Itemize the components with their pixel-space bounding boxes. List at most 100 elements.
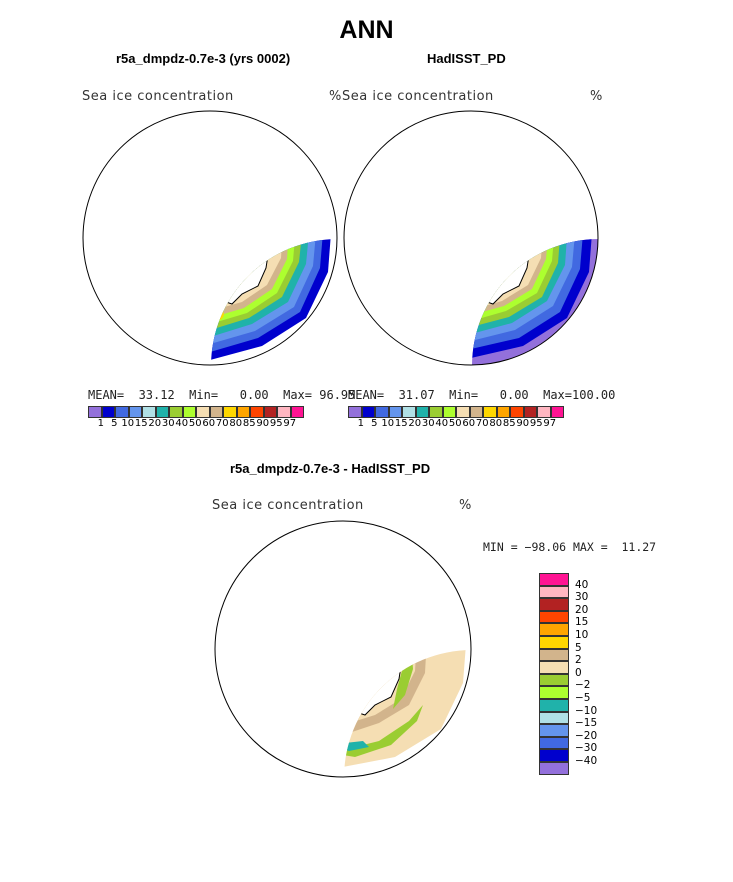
colorbar-tick-label: 30 (421, 418, 435, 429)
colorbar-swatch (223, 406, 237, 418)
variable-label-obs: Sea ice concentration (342, 89, 494, 104)
colorbar-model: 1 5 10 15 20 30 40 50 60 70 80 85 90 95 97 (88, 406, 304, 429)
colorbar-tick-label: 97 (283, 418, 297, 429)
colorbar-tick-label: 20 (148, 418, 162, 429)
colorbar-tick-label: 85 (242, 418, 256, 429)
colorbar-tick-label: 70 (215, 418, 229, 429)
colorbar-swatch (539, 698, 569, 712)
colorbar-tick-label: 5 (111, 418, 118, 429)
colorbar-swatch (456, 406, 470, 418)
units-label-diff: % (459, 498, 472, 513)
colorbar-swatch (539, 623, 569, 636)
colorbar-swatch (539, 661, 569, 674)
colorbar-tick-label: 20 (408, 418, 422, 429)
stat-min: 0.00 (239, 388, 269, 402)
colorbar-tick-label: −30 (575, 742, 598, 755)
colorbar-swatch (142, 406, 156, 418)
colorbar-tick-label: 10 (575, 629, 589, 641)
colorbar-tick-label: 50 (188, 418, 202, 429)
colorbar-tick-label: −5 (575, 692, 591, 704)
diff-band-teal-south (344, 741, 369, 751)
colorbar-swatch (88, 406, 102, 418)
stat-max-label: Max= (543, 388, 573, 402)
colorbar-tick-label: 30 (575, 591, 589, 604)
colorbar-swatch (375, 406, 389, 418)
colorbar-tick-label: 2 (575, 654, 582, 667)
colorbar-swatch (361, 406, 375, 418)
colorbar-tick-label: 97 (543, 418, 557, 429)
colorbar-tick-label: 95 (529, 418, 543, 429)
colorbar-tick-label: −40 (575, 755, 598, 767)
stat-min-label: Min= (189, 388, 219, 402)
map-diff (214, 520, 472, 778)
colorbar-swatch (539, 610, 569, 624)
colorbar-swatch (539, 585, 569, 599)
colorbar-swatch (415, 406, 429, 418)
map-model (82, 110, 338, 366)
colorbar-swatch (250, 406, 264, 418)
stat-min-label: Min= (449, 388, 479, 402)
colorbar-swatch (523, 406, 537, 418)
colorbar-tick-label: 95 (269, 418, 283, 429)
colorbar-swatch (196, 406, 210, 418)
colorbar-diff-labels: 40 30 20 15 10 5 2 0 −2 −5 −10 −15 −20 −30 −40 (575, 573, 615, 775)
colorbar-tick-label: 40 (175, 418, 189, 429)
colorbar-tick-label: 80 (489, 418, 503, 429)
colorbar-swatch (128, 406, 142, 418)
colorbar-swatch (442, 406, 456, 418)
diff-band-wheat-outer (344, 650, 467, 767)
colorbar-tick-label: 90 (256, 418, 270, 429)
units-label-model: % (329, 89, 342, 104)
colorbar-tick-label: 50 (448, 418, 462, 429)
colorbar-swatch (539, 573, 569, 586)
stat-mean: 31.07 (398, 388, 435, 402)
colorbar-swatch (539, 673, 569, 687)
colorbar-tick-label: 60 (202, 418, 216, 429)
colorbar-swatch (483, 406, 497, 418)
colorbar-swatch (236, 406, 250, 418)
colorbar-swatch (539, 761, 569, 775)
stat-mean: 33.12 (138, 388, 175, 402)
panel-title-obs: HadISST_PD (427, 51, 506, 66)
colorbar-swatch (101, 406, 115, 418)
colorbar-swatch (209, 406, 223, 418)
colorbar-swatch (539, 598, 569, 611)
colorbar-swatch (550, 406, 564, 418)
colorbar-tick-label: 40 (435, 418, 449, 429)
colorbar-tick-label: 90 (516, 418, 530, 429)
colorbar-tick-label: 1 (357, 418, 364, 429)
colorbar-obs: 1 5 10 15 20 30 40 50 60 70 80 85 90 95 97 (348, 406, 564, 429)
colorbar-tick-label: 60 (462, 418, 476, 429)
colorbar-swatch (402, 406, 416, 418)
colorbar-tick-label: 80 (229, 418, 243, 429)
figure-title: ANN (339, 16, 394, 44)
diff-band-olive-south (344, 705, 423, 757)
stat-max-label: Max= (283, 388, 313, 402)
minmax-diff: MIN = −98.06 MAX = 11.27 (483, 540, 657, 554)
colorbar-swatch (539, 648, 569, 662)
colorbar-tick-label: −20 (575, 729, 598, 742)
colorbar-tick-label: −15 (575, 717, 598, 730)
colorbar-tick-label: 5 (371, 418, 378, 429)
colorbar-tick-label: 5 (575, 641, 582, 654)
colorbar-swatch (539, 749, 569, 762)
colorbar-tick-label: 20 (575, 603, 589, 616)
colorbar-tick-label: 70 (475, 418, 489, 429)
colorbar-swatch (277, 406, 291, 418)
colorbar-swatch (539, 724, 569, 737)
colorbar-tick-label: 15 (575, 616, 589, 629)
stat-min: 0.00 (499, 388, 529, 402)
colorbar-tick-label: 1 (97, 418, 104, 429)
stats-obs: MEAN= 31.07 Min= 0.00 Max=100.00 (348, 388, 615, 402)
colorbar-swatch (510, 406, 524, 418)
colorbar-swatch (539, 711, 569, 725)
colorbar-tick-label: −2 (575, 679, 591, 692)
colorbar-tick-label: 15 (134, 418, 148, 429)
variable-label-diff: Sea ice concentration (212, 498, 364, 513)
colorbar-diff (539, 573, 569, 775)
colorbar-tick-label: 10 (381, 418, 395, 429)
stat-mean-label: MEAN= (88, 388, 125, 402)
stats-model: MEAN= 33.12 Min= 0.00 Max= 96.95 (88, 388, 355, 402)
stat-max: 96.95 (319, 388, 356, 402)
variable-label-model: Sea ice concentration (82, 89, 234, 104)
